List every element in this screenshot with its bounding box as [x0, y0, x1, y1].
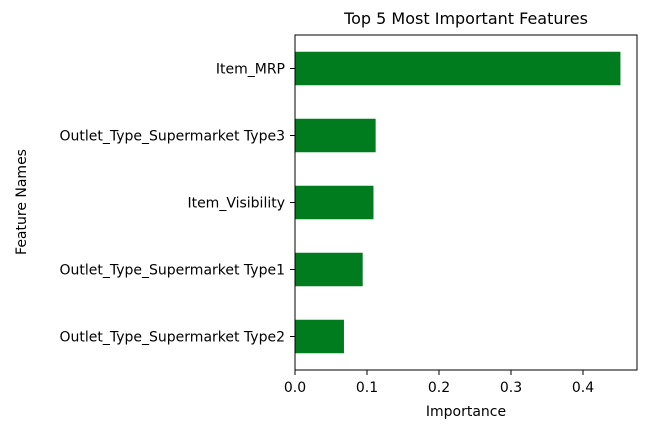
- bar-0: [295, 51, 621, 86]
- bars-layer: [295, 51, 621, 354]
- y-tick-label-3: Outlet_Type_Supermarket Type1: [60, 263, 286, 279]
- y-ticks-layer: Item_MRP Outlet_Type_Supermarket Type3 Ite…: [60, 62, 295, 346]
- chart-title: Top 5 Most Important Features: [343, 9, 588, 28]
- x-ticks-layer: 0.0 0.1 0.2 0.3 0.4: [284, 370, 594, 396]
- plot-frame: [294, 34, 638, 371]
- bar-1: [295, 118, 376, 153]
- y-axis-label: Feature Names: [14, 149, 30, 255]
- y-tick-label-0: Item_MRP: [216, 62, 285, 78]
- x-axis-label: Importance: [426, 404, 506, 420]
- y-tick-label-1: Outlet_Type_Supermarket Type3: [60, 129, 286, 145]
- y-tick-label-2: Item_Visibility: [187, 196, 285, 212]
- x-tick-label-0: 0.0: [284, 380, 306, 396]
- x-tick-label-1: 0.1: [356, 380, 378, 396]
- bar-3: [295, 252, 363, 287]
- x-tick-label-2: 0.2: [428, 380, 450, 396]
- bar-2: [295, 185, 374, 220]
- y-tick-label-4: Outlet_Type_Supermarket Type2: [60, 330, 286, 346]
- x-tick-label-4: 0.4: [572, 380, 594, 396]
- bar-4: [295, 319, 344, 354]
- x-tick-label-3: 0.3: [500, 380, 522, 396]
